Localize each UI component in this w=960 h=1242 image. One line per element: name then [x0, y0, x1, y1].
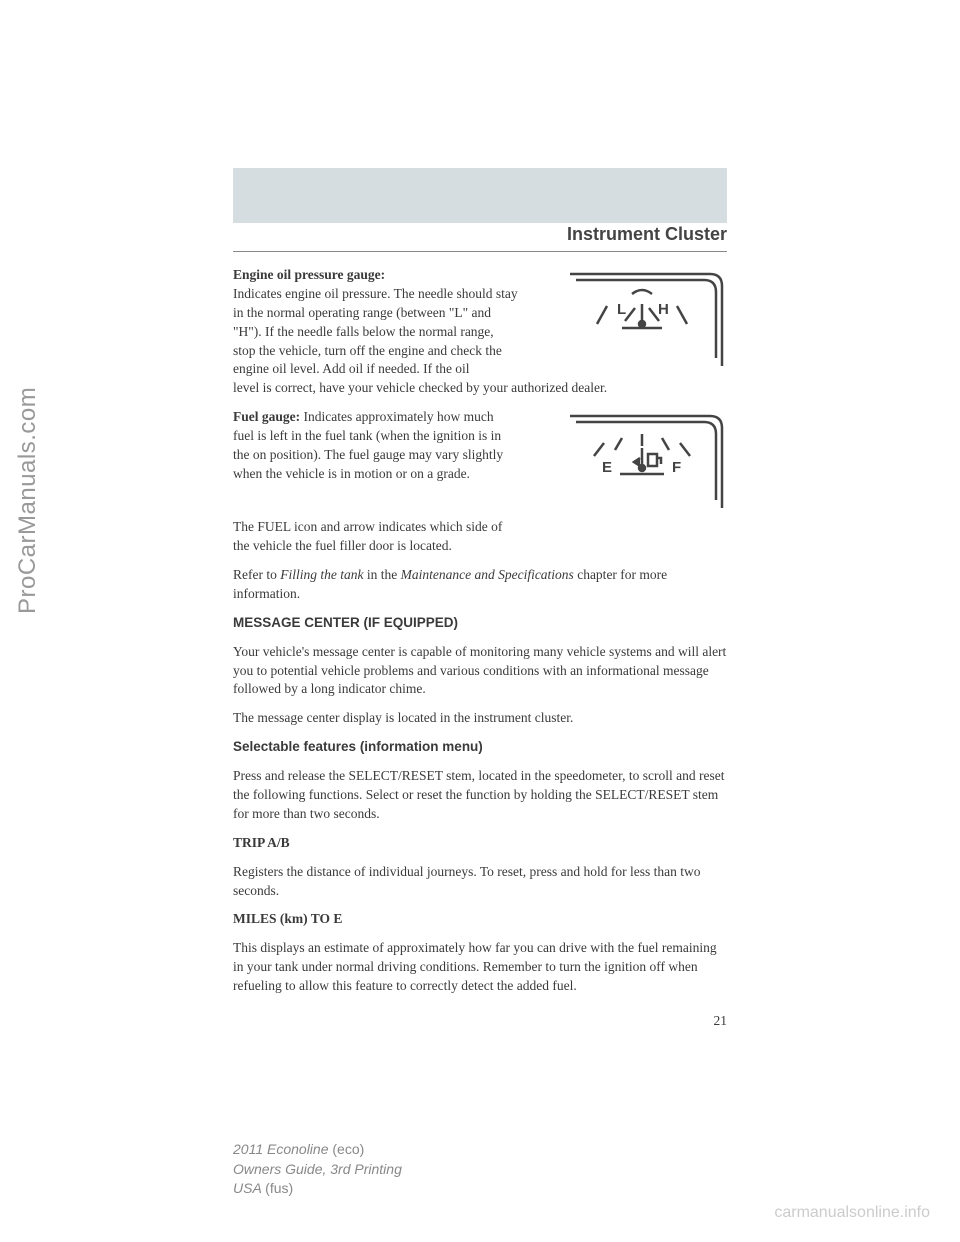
- footer-line2: Owners Guide, 3rd Printing: [233, 1160, 402, 1180]
- fuel-gauge-para3: Refer to Filling the tank in the Mainten…: [233, 566, 727, 604]
- oil-pressure-text-left: Indicates engine oil pressure. The needl…: [233, 286, 518, 377]
- page-number: 21: [233, 1012, 727, 1031]
- body-text: L H Engine oil pressure gauge: Indicates…: [233, 266, 727, 1031]
- message-center-para2: The message center display is located in…: [233, 709, 727, 728]
- oil-pressure-gauge-icon: L H: [562, 266, 727, 376]
- fuel-gauge-heading: Fuel gauge:: [233, 409, 300, 424]
- selectable-heading: Selectable features (information menu): [233, 738, 727, 757]
- oil-pressure-text-full: level is correct, have your vehicle chec…: [233, 379, 727, 398]
- miles-heading: MILES (km) TO E: [233, 911, 342, 926]
- svg-text:L: L: [617, 301, 626, 318]
- trip-para: Registers the distance of individual jou…: [233, 863, 727, 901]
- watermark: carmanualsonline.info: [774, 1204, 930, 1222]
- oil-pressure-heading: Engine oil pressure gauge:: [233, 267, 385, 282]
- fuel-gauge-block: E F Fuel gauge: Indicates approximately …: [233, 408, 727, 518]
- footer-line3: USA (fus): [233, 1179, 402, 1199]
- message-center-para1: Your vehicle's message center is capable…: [233, 643, 727, 700]
- footer-block: 2011 Econoline (eco) Owners Guide, 3rd P…: [233, 1140, 402, 1199]
- sidebar-watermark: ProCarManuals.com: [14, 387, 42, 614]
- section-title: Instrument Cluster: [233, 224, 727, 252]
- fuel-gauge-para2: The FUEL icon and arrow indicates which …: [233, 518, 510, 556]
- oil-pressure-block: L H Engine oil pressure gauge: Indicates…: [233, 266, 727, 408]
- footer-line1: 2011 Econoline (eco): [233, 1140, 402, 1160]
- svg-text:H: H: [658, 301, 669, 318]
- page-body: Instrument Cluster L H: [233, 224, 727, 1031]
- header-bar: [233, 168, 727, 223]
- svg-text:E: E: [602, 459, 612, 476]
- miles-para: This displays an estimate of approximate…: [233, 939, 727, 996]
- trip-heading: TRIP A/B: [233, 835, 290, 850]
- fuel-gauge-icon: E F: [562, 408, 727, 518]
- svg-text:F: F: [672, 459, 681, 476]
- message-center-heading: MESSAGE CENTER (IF EQUIPPED): [233, 614, 727, 633]
- selectable-para: Press and release the SELECT/RESET stem,…: [233, 767, 727, 824]
